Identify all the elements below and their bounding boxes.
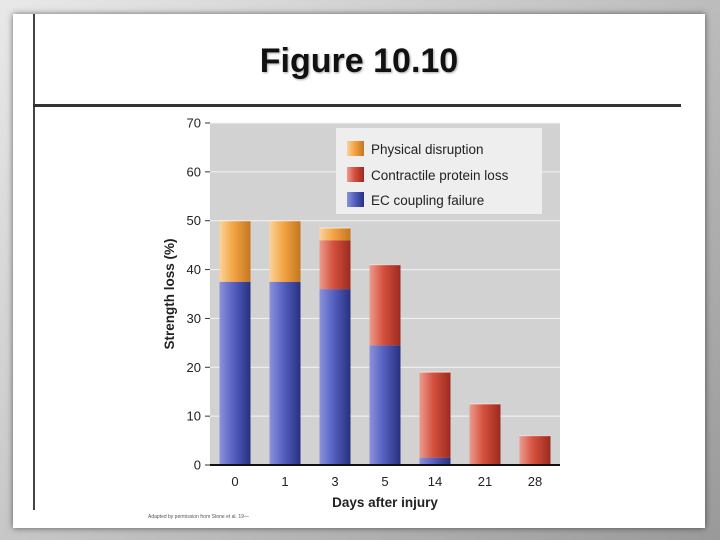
legend-box: [336, 128, 542, 214]
title-rule: [33, 104, 681, 107]
left-rule: [33, 14, 35, 510]
y-tick-label-10: 10: [187, 409, 201, 424]
y-tick-label-0: 0: [194, 458, 201, 473]
y-tick-labels: 0 10 20 30 40 50 60 70: [187, 116, 210, 473]
bar-contractile-protein-loss-day-21: [469, 403, 501, 465]
bar-physical-disruption-day-3: [319, 228, 351, 241]
x-axis-title: Days after injury: [332, 495, 438, 510]
y-tick-label-70: 70: [187, 116, 201, 131]
x-tick-label-1: 1: [281, 474, 288, 489]
bar-ec-coupling-failure-day-14: [419, 457, 451, 465]
y-tick-label-50: 50: [187, 213, 201, 228]
bar-contractile-protein-loss-day-5: [369, 264, 401, 346]
slide-title: Figure 10.10: [259, 42, 459, 80]
bar-physical-disruption-day-1: [269, 220, 301, 282]
bar-ec-coupling-failure-day-0: [219, 281, 251, 465]
x-tick-label-21: 21: [478, 474, 492, 489]
y-tick-label-20: 20: [187, 360, 201, 375]
bar-ec-coupling-failure-day-5: [369, 345, 401, 465]
x-tick-label-5: 5: [381, 474, 388, 489]
x-tick-label-14: 14: [428, 474, 442, 489]
legend-swatch-contractile-protein-loss: [347, 167, 364, 182]
bar-ec-coupling-failure-day-3: [319, 289, 351, 465]
y-tick-label-30: 30: [187, 311, 201, 326]
bar-ec-coupling-failure-day-1: [269, 281, 301, 465]
legend-label-contractile-protein-loss: Contractile protein loss: [371, 168, 509, 183]
legend-label-ec-coupling-failure: EC coupling failure: [371, 193, 484, 208]
x-tick-labels: 0 1 3 5 14 21 28: [231, 474, 542, 489]
bar-contractile-protein-loss-day-14: [419, 372, 451, 458]
y-axis-title: Strength loss (%): [162, 238, 177, 349]
y-tick-label-40: 40: [187, 262, 201, 277]
x-tick-label-0: 0: [231, 474, 238, 489]
bar-physical-disruption-day-0: [219, 220, 251, 282]
source-credit: Adapted by permission from Stone et al. …: [148, 514, 249, 520]
legend: Physical disruption Contractile protein …: [336, 128, 542, 214]
legend-label-physical-disruption: Physical disruption: [371, 142, 484, 157]
x-tick-label-28: 28: [528, 474, 542, 489]
y-tick-label-60: 60: [187, 164, 201, 179]
legend-swatch-physical-disruption: [347, 141, 364, 156]
bars: [219, 220, 551, 465]
bar-contractile-protein-loss-day-3: [319, 240, 351, 290]
x-tick-label-3: 3: [331, 474, 338, 489]
bar-contractile-protein-loss-day-28: [519, 435, 551, 465]
legend-swatch-ec-coupling-failure: [347, 192, 364, 207]
